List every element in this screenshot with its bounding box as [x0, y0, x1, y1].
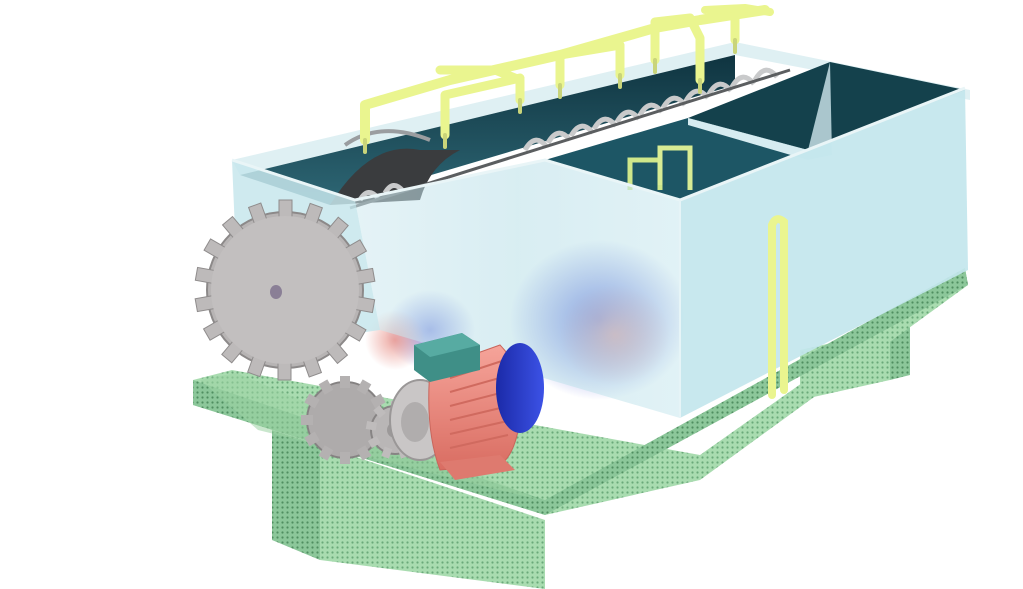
- screw-conveyor: [330, 67, 791, 210]
- gear-hub: [270, 285, 282, 299]
- front-leg: [320, 445, 545, 589]
- motor-fan-cover: [496, 343, 544, 433]
- electric-motor: [389, 333, 544, 480]
- spray-pipe-system: [360, 4, 774, 154]
- motor-feet: [440, 455, 515, 480]
- left-leg: [272, 430, 320, 560]
- compartment-pipe-2: [657, 145, 693, 190]
- tank: [232, 42, 970, 210]
- large-gear: [194, 199, 376, 381]
- side-drain-pipe: [768, 215, 788, 399]
